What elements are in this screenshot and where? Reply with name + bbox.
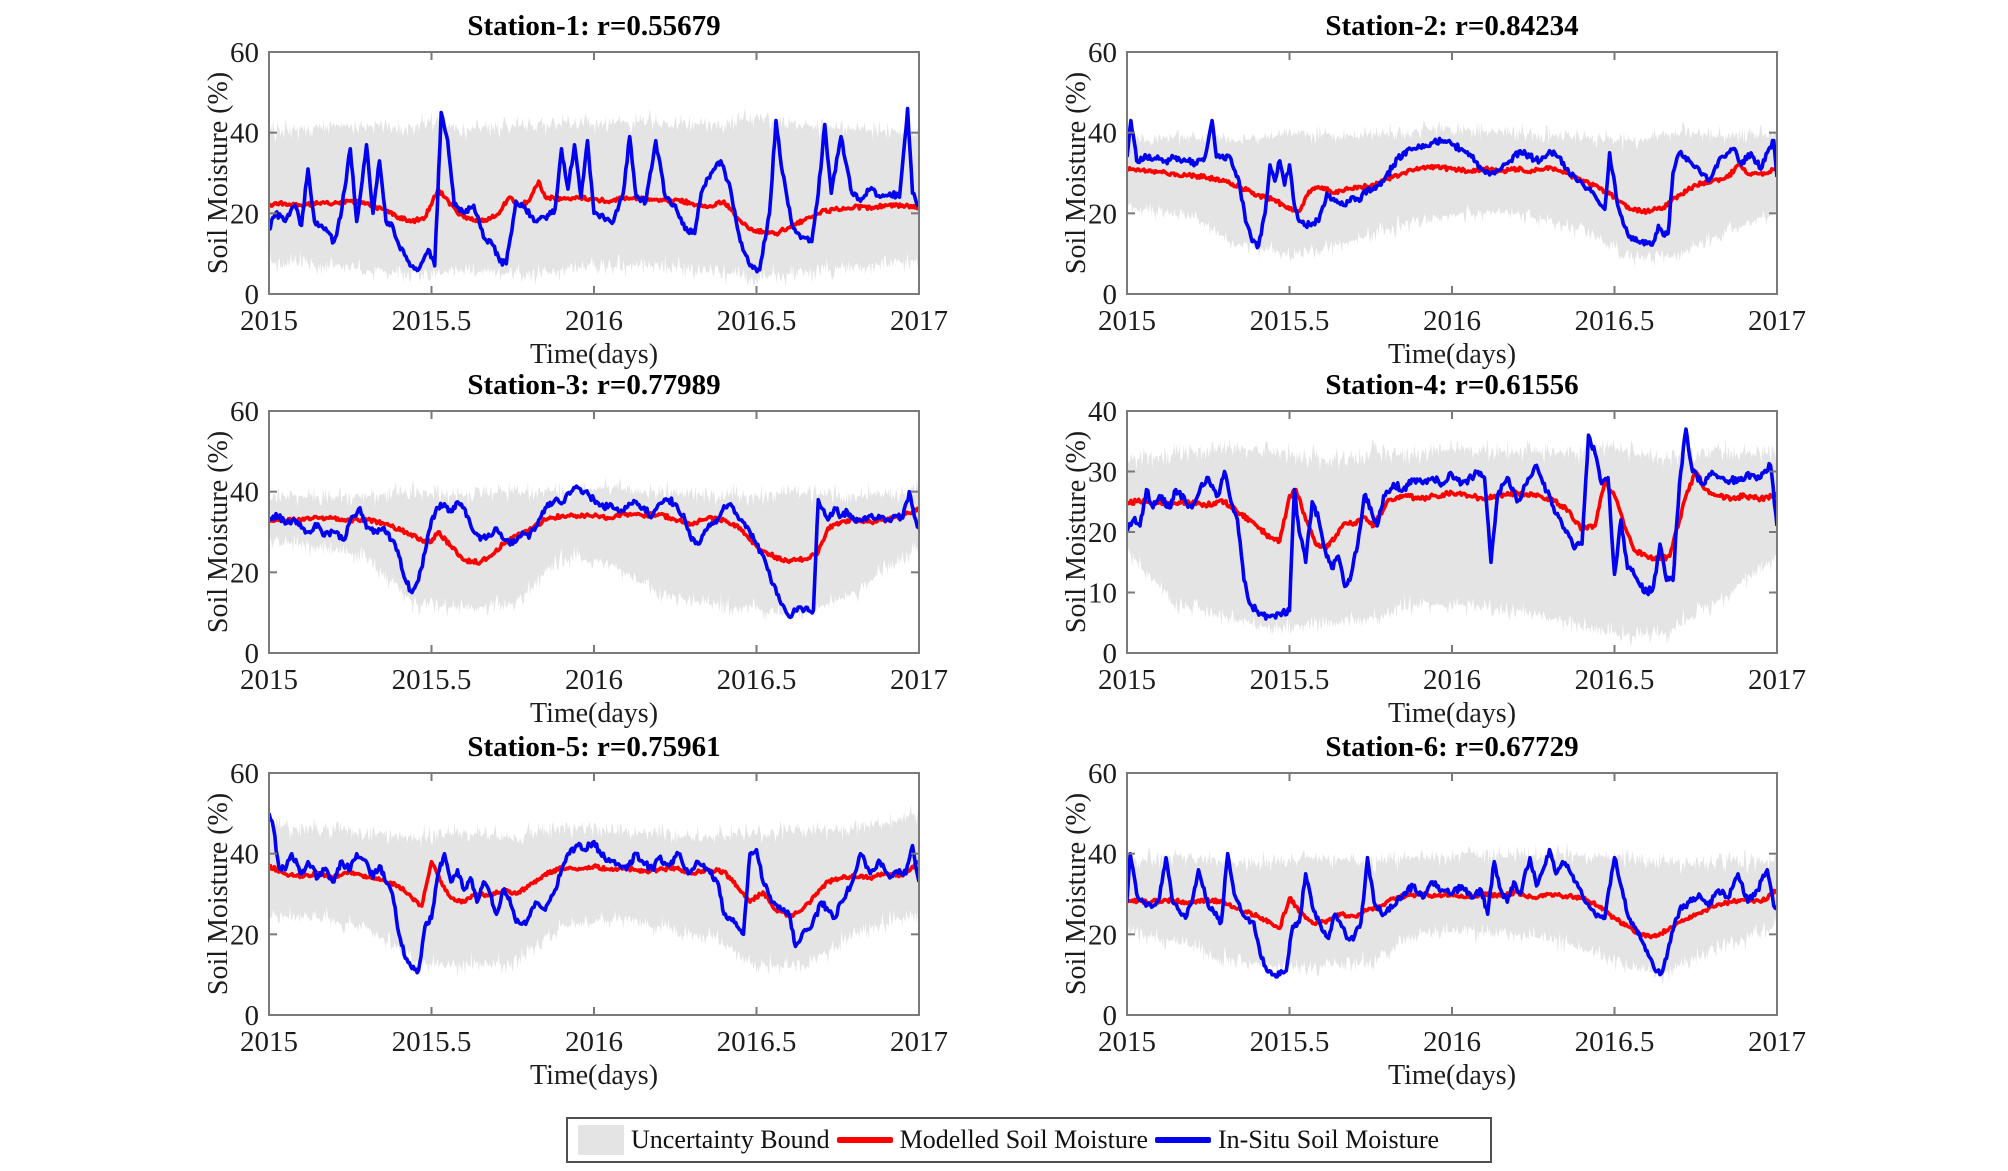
insitu-line-swatch-icon [1155,1137,1212,1143]
plot-area-station-5: 2015 2015.5 2016 2016.5 2017 0 20 40 60 [230,758,948,1058]
svg-text:2016.5: 2016.5 [717,1026,797,1058]
legend: Uncertainty Bound Modelled Soil Moisture… [566,1117,1492,1163]
svg-text:2015.5: 2015.5 [1250,1026,1330,1058]
svg-text:60: 60 [230,37,259,69]
svg-text:2015: 2015 [240,664,298,696]
svg-text:2015.5: 2015.5 [392,305,472,337]
svg-text:40: 40 [230,839,259,871]
svg-text:2017: 2017 [890,664,948,696]
svg-text:2016.5: 2016.5 [1575,305,1655,337]
svg-text:0: 0 [245,1000,260,1032]
svg-text:0: 0 [1103,279,1118,311]
x-axis-label-station-1: Time(days) [529,339,659,370]
svg-text:0: 0 [245,279,260,311]
svg-text:2015.5: 2015.5 [392,664,472,696]
plot-area-station-3: 2015 2015.5 2016 2016.5 2017 0 20 40 60 [230,396,948,696]
svg-text:20: 20 [1088,517,1117,549]
svg-text:60: 60 [1088,758,1117,790]
x-axis-label-station-5: Time(days) [529,1060,659,1091]
svg-text:40: 40 [230,118,259,150]
x-axis-label-station-4: Time(days) [1387,698,1517,729]
legend-label-uncertainty-bound: Uncertainty Bound [631,1125,830,1154]
uncertainty-band-swatch-icon [578,1125,624,1155]
svg-text:2016: 2016 [1423,664,1481,696]
svg-text:20: 20 [1088,919,1117,951]
svg-text:2017: 2017 [890,305,948,337]
svg-text:2015: 2015 [240,1026,298,1058]
x-axis-label-station-2: Time(days) [1387,339,1517,370]
svg-text:2016: 2016 [565,1026,623,1058]
svg-text:40: 40 [1088,118,1117,150]
plot-area-station-2: 2015 2015.5 2016 2016.5 2017 0 20 40 60 [1088,37,1806,337]
svg-text:40: 40 [1088,396,1117,428]
legend-item-uncertainty-bound: Uncertainty Bound [578,1125,830,1155]
svg-text:2015: 2015 [1098,664,1156,696]
svg-text:0: 0 [1103,638,1118,670]
plot-area-station-4: 2015 2015.5 2016 2016.5 2017 0 10 20 30 40 [1088,396,1806,696]
svg-text:2017: 2017 [1748,305,1806,337]
svg-text:2015: 2015 [1098,305,1156,337]
svg-text:2016.5: 2016.5 [1575,1026,1655,1058]
svg-text:60: 60 [1088,37,1117,69]
svg-text:2017: 2017 [890,1026,948,1058]
svg-text:20: 20 [230,557,259,589]
svg-text:2015.5: 2015.5 [392,1026,472,1058]
svg-text:20: 20 [230,198,259,230]
subplot-title-station-4: Station-4: r=0.61556 [1325,369,1579,401]
x-axis-label-station-6: Time(days) [1387,1060,1517,1091]
svg-text:2017: 2017 [1748,664,1806,696]
subplot-title-station-1: Station-1: r=0.55679 [467,10,721,42]
svg-text:2016.5: 2016.5 [1575,664,1655,696]
subplot-title-station-5: Station-5: r=0.75961 [467,731,721,763]
svg-text:0: 0 [245,638,260,670]
plot-area-station-1: 2015 2015.5 2016 2016.5 2017 0 20 40 60 [230,37,948,337]
svg-text:60: 60 [230,396,259,428]
svg-text:2015.5: 2015.5 [1250,664,1330,696]
legend-item-insitu: In-Situ Soil Moisture [1155,1125,1439,1155]
subplot-title-station-6: Station-6: r=0.67729 [1325,731,1579,763]
svg-text:20: 20 [1088,198,1117,230]
svg-text:2015.5: 2015.5 [1250,305,1330,337]
plot-area-station-6: 2015 2015.5 2016 2016.5 2017 0 20 40 60 [1088,758,1806,1058]
legend-label-modelled: Modelled Soil Moisture [899,1125,1149,1154]
svg-text:10: 10 [1088,578,1117,610]
svg-text:2015: 2015 [1098,1026,1156,1058]
svg-text:40: 40 [1088,839,1117,871]
svg-text:40: 40 [230,477,259,509]
legend-item-modelled: Modelled Soil Moisture [836,1125,1149,1155]
svg-text:30: 30 [1088,457,1117,489]
svg-text:2017: 2017 [1748,1026,1806,1058]
svg-text:20: 20 [230,919,259,951]
legend-label-insitu: In-Situ Soil Moisture [1218,1125,1440,1154]
svg-text:2015: 2015 [240,305,298,337]
x-axis-label-station-3: Time(days) [529,698,659,729]
modelled-line-swatch-icon [836,1137,893,1143]
svg-text:2016: 2016 [565,664,623,696]
svg-text:0: 0 [1103,1000,1118,1032]
svg-text:2016: 2016 [1423,1026,1481,1058]
svg-text:2016.5: 2016.5 [717,305,797,337]
subplot-title-station-2: Station-2: r=0.84234 [1325,10,1579,42]
svg-text:2016: 2016 [1423,305,1481,337]
svg-text:2016: 2016 [565,305,623,337]
svg-text:2016.5: 2016.5 [717,664,797,696]
svg-text:60: 60 [230,758,259,790]
subplot-title-station-3: Station-3: r=0.77989 [467,369,721,401]
